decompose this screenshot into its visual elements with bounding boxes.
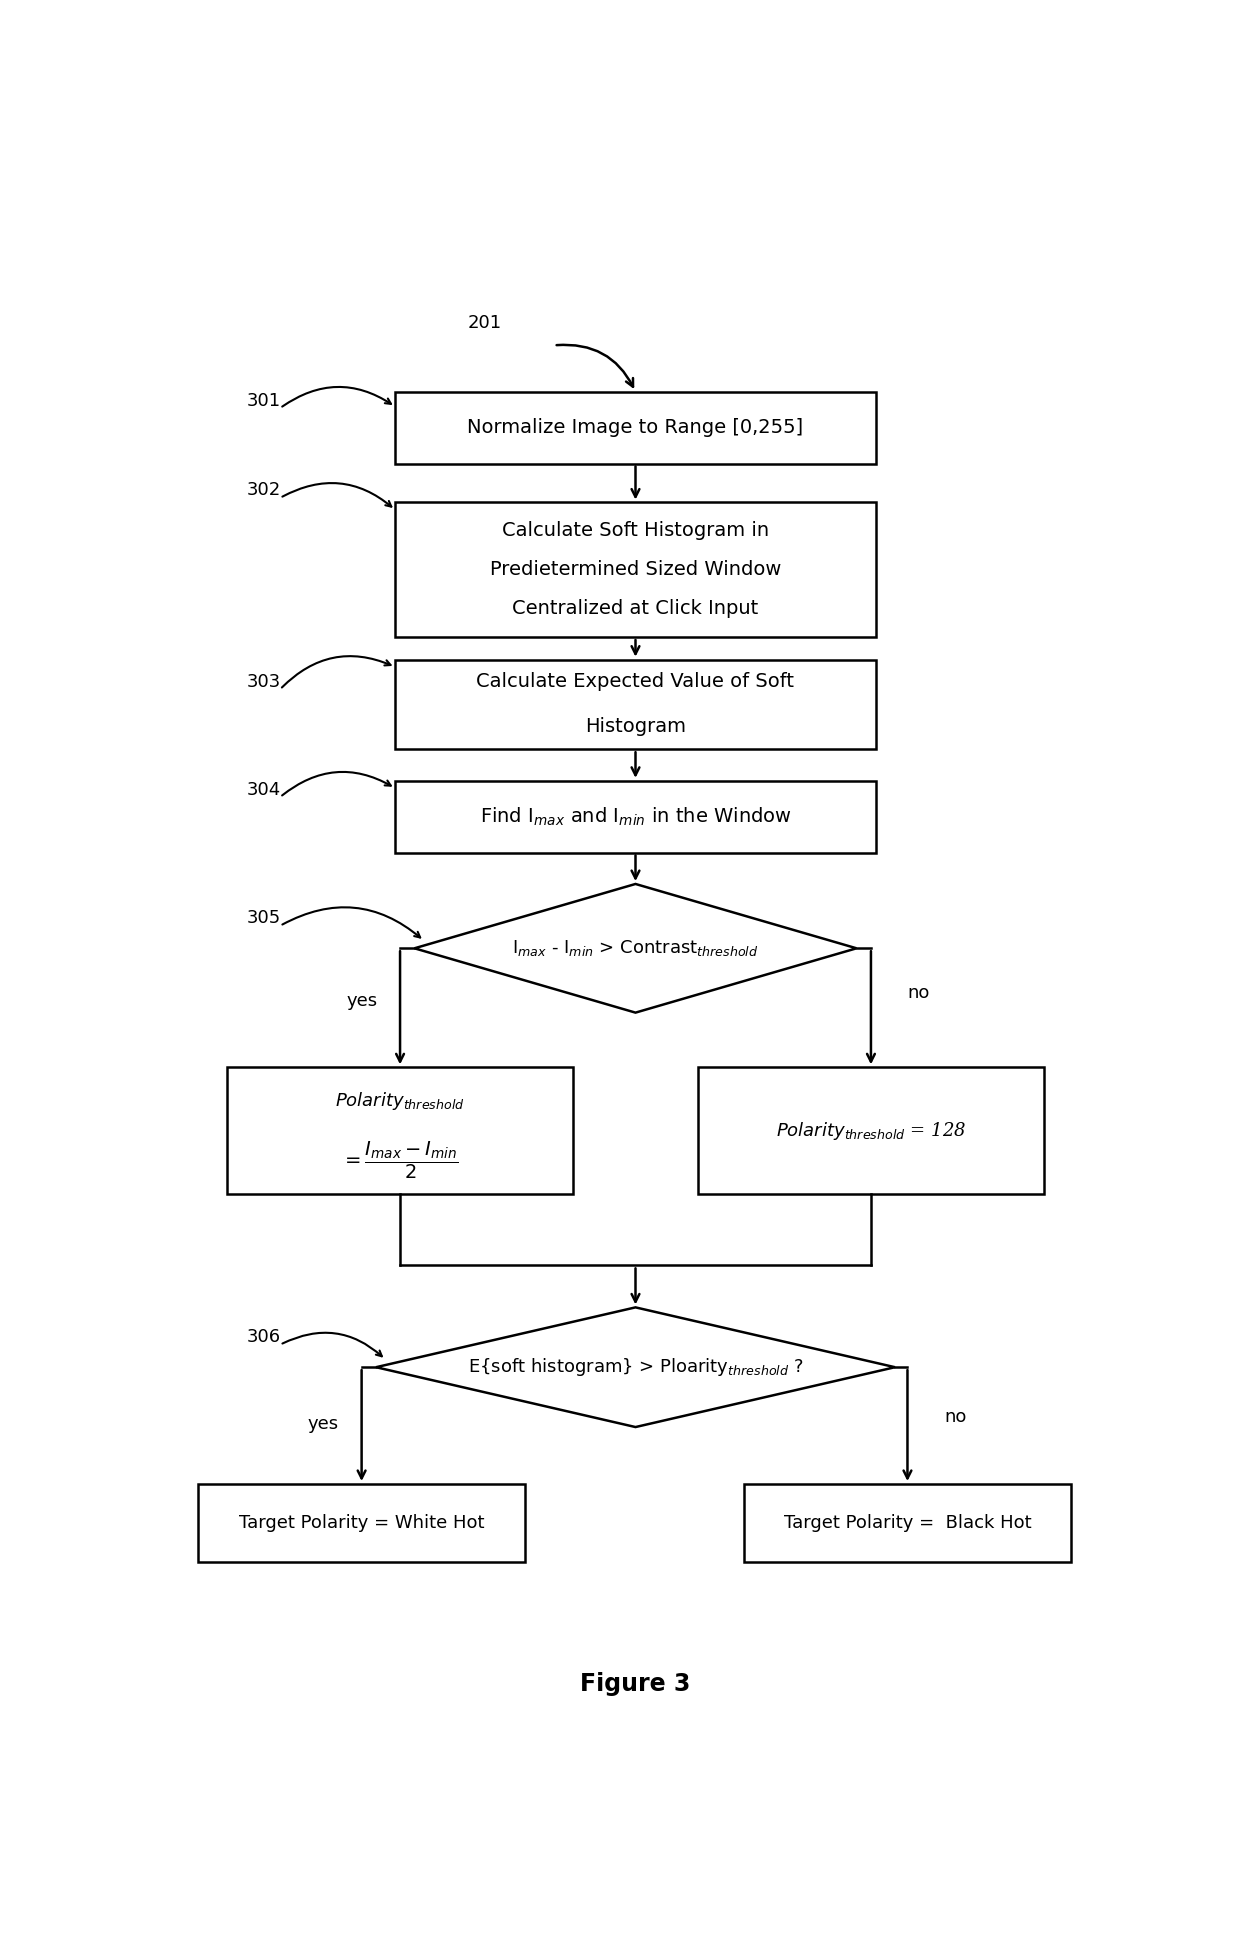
Text: 303: 303 xyxy=(247,672,280,692)
Text: no: no xyxy=(908,985,930,1003)
Text: 305: 305 xyxy=(247,909,280,927)
Text: 302: 302 xyxy=(247,482,280,499)
Text: $= \dfrac{I_{max}-I_{min}}{2}$: $= \dfrac{I_{max}-I_{min}}{2}$ xyxy=(341,1141,459,1181)
Text: Predietermined Sized Window: Predietermined Sized Window xyxy=(490,560,781,579)
Text: 304: 304 xyxy=(247,781,280,799)
Text: Histogram: Histogram xyxy=(585,717,686,736)
Text: Figure 3: Figure 3 xyxy=(580,1673,691,1696)
FancyBboxPatch shape xyxy=(396,503,875,637)
Text: Centralized at Click Input: Centralized at Click Input xyxy=(512,598,759,618)
Text: no: no xyxy=(945,1407,967,1426)
Text: $\mathit{Polarity}_{\mathit{threshold}}$ = 128: $\mathit{Polarity}_{\mathit{threshold}}$… xyxy=(776,1119,966,1142)
Text: yes: yes xyxy=(308,1415,339,1434)
Text: $\mathit{Polarity}_{\mathit{threshold}}$: $\mathit{Polarity}_{\mathit{threshold}}$ xyxy=(335,1090,465,1111)
Text: yes: yes xyxy=(346,991,377,1010)
Text: I$_{max}$ - I$_{min}$ > Contrast$_{threshold}$: I$_{max}$ - I$_{min}$ > Contrast$_{thres… xyxy=(512,938,759,958)
Text: Calculate Expected Value of Soft: Calculate Expected Value of Soft xyxy=(476,672,795,692)
Text: 201: 201 xyxy=(467,315,501,332)
Text: Find I$_{max}$ and I$_{min}$ in the Window: Find I$_{max}$ and I$_{min}$ in the Wind… xyxy=(480,806,791,828)
Text: Target Polarity = White Hot: Target Polarity = White Hot xyxy=(239,1514,485,1531)
FancyBboxPatch shape xyxy=(396,392,875,464)
FancyBboxPatch shape xyxy=(744,1484,1071,1562)
Text: E{soft histogram} > Ploarity$_{threshold}$ ?: E{soft histogram} > Ploarity$_{threshold… xyxy=(467,1356,804,1378)
FancyBboxPatch shape xyxy=(227,1067,573,1195)
FancyBboxPatch shape xyxy=(396,659,875,750)
Text: Normalize Image to Range [0,255]: Normalize Image to Range [0,255] xyxy=(467,418,804,437)
FancyBboxPatch shape xyxy=(198,1484,525,1562)
Polygon shape xyxy=(376,1308,895,1426)
FancyBboxPatch shape xyxy=(698,1067,1044,1195)
Text: 301: 301 xyxy=(247,392,280,410)
FancyBboxPatch shape xyxy=(396,781,875,853)
Text: 306: 306 xyxy=(247,1329,280,1346)
Text: Calculate Soft Histogram in: Calculate Soft Histogram in xyxy=(502,521,769,540)
Text: Target Polarity =  Black Hot: Target Polarity = Black Hot xyxy=(784,1514,1032,1531)
Polygon shape xyxy=(414,884,857,1012)
